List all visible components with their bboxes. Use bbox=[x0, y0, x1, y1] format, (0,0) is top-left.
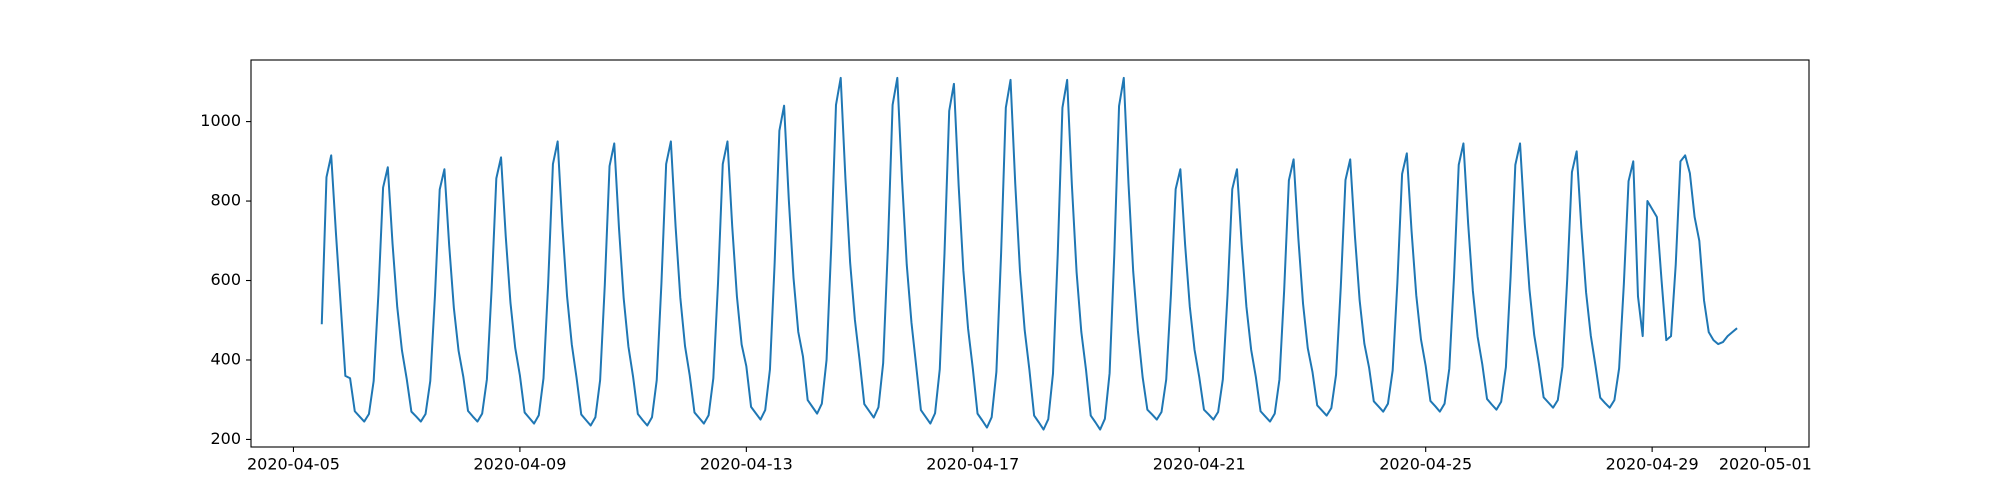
x-tick-label: 2020-04-21 bbox=[1153, 455, 1246, 474]
y-tick-label: 600 bbox=[210, 270, 241, 289]
x-tick-label: 2020-04-25 bbox=[1379, 455, 1472, 474]
y-tick-label: 400 bbox=[210, 349, 241, 368]
x-tick-label: 2020-04-17 bbox=[926, 455, 1019, 474]
x-tick-label: 2020-04-13 bbox=[700, 455, 793, 474]
x-tick-label: 2020-04-09 bbox=[473, 455, 566, 474]
data-line bbox=[320, 76, 1738, 431]
plot-frame bbox=[250, 59, 1810, 448]
x-tick-label: 2020-04-29 bbox=[1606, 455, 1699, 474]
x-tick-label: 2020-04-05 bbox=[247, 455, 340, 474]
x-tick-label: 2020-05-01 bbox=[1719, 455, 1812, 474]
y-tick-label: 200 bbox=[210, 429, 241, 448]
y-tick-label: 1000 bbox=[200, 111, 241, 130]
y-tick-label: 800 bbox=[210, 191, 241, 210]
